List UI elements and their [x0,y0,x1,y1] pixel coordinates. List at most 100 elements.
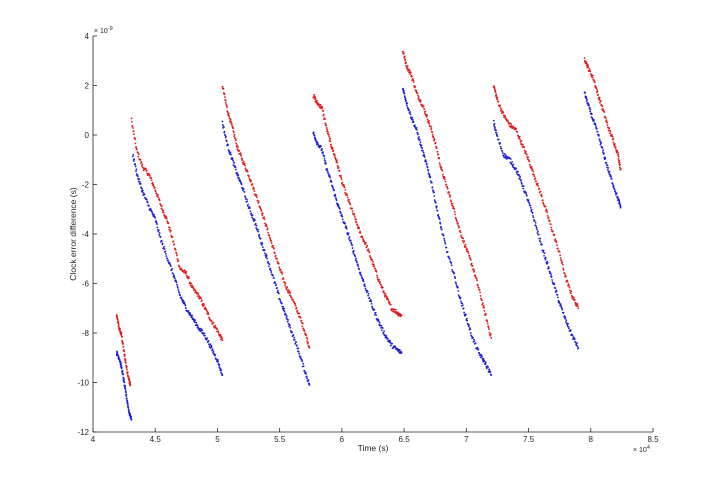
data-point [187,310,190,312]
data-point [135,168,138,171]
data-point [453,211,456,213]
data-point [368,251,371,254]
data-point [591,76,594,79]
data-point [183,301,186,303]
data-point [118,359,121,361]
data-point [461,304,464,307]
data-point [138,178,141,180]
data-point [175,252,178,255]
data-point [196,325,199,327]
data-point [500,147,503,150]
data-point [405,99,407,102]
data-point [155,220,158,222]
data-point [273,252,276,255]
data-point [501,150,504,152]
data-point [449,195,452,197]
data-point [448,257,451,260]
data-point [463,240,466,243]
data-point [587,65,589,68]
data-point [439,222,442,225]
data-point [356,261,358,264]
y-exponent-power: -9 [108,26,113,32]
data-point [122,345,125,348]
data-point [222,126,225,129]
data-point [435,205,438,208]
data-point [443,176,446,179]
data-point [179,294,182,297]
data-point [266,257,269,260]
data-point [339,174,342,177]
data-point [556,296,559,299]
data-point [331,146,334,149]
data-point [568,289,571,292]
data-point [415,89,418,92]
data-point [126,371,129,374]
data-point [560,304,562,307]
data-point [131,124,134,127]
data-point [302,365,305,368]
data-point [528,201,530,204]
data-point [133,158,136,161]
data-point [469,328,472,330]
data-point [473,269,476,272]
data-point [127,376,130,378]
y-axis-title: Clock error difference (s) [68,187,78,281]
data-point [268,265,270,268]
data-point [409,73,412,76]
data-point [225,135,227,138]
data-point [323,118,326,121]
data-point [435,206,438,209]
data-point [231,158,234,160]
data-point [438,218,441,221]
data-point [185,274,188,277]
data-point [406,104,408,107]
data-point [259,237,262,240]
data-point [255,226,258,229]
data-point [207,313,210,316]
data-point [542,201,545,204]
data-point [428,122,431,125]
data-point [494,126,496,129]
data-point [412,120,415,123]
data-point [374,267,377,270]
data-point [336,161,339,164]
data-point [434,141,437,144]
data-point [190,316,193,319]
data-point [477,287,480,289]
data-point [290,296,293,299]
data-point [414,85,417,88]
data-point [268,236,271,239]
data-point [232,159,234,162]
data-point [313,134,316,137]
data-point [305,372,307,375]
data-point [246,204,249,207]
data-point [124,385,127,388]
data-point [597,133,600,136]
data-point [403,52,405,55]
data-point [294,304,297,307]
data-point [308,384,311,386]
data-point [444,180,447,183]
data-point [495,132,498,134]
data-point [461,302,464,305]
data-point [249,210,252,212]
data-point [191,284,194,287]
y-tick-label: -6 [82,280,90,289]
y-tick-label: -10 [77,379,89,388]
data-point [504,114,506,117]
data-point [131,155,134,158]
data-point [354,255,357,258]
data-point [558,300,561,303]
data-point [137,153,140,156]
data-point [472,271,475,273]
data-point [548,220,551,222]
data-point [451,202,454,205]
data-point [500,108,503,111]
data-point [153,186,156,189]
data-point [532,214,534,217]
data-point [583,57,586,59]
data-point [234,137,237,140]
data-point [264,252,266,255]
